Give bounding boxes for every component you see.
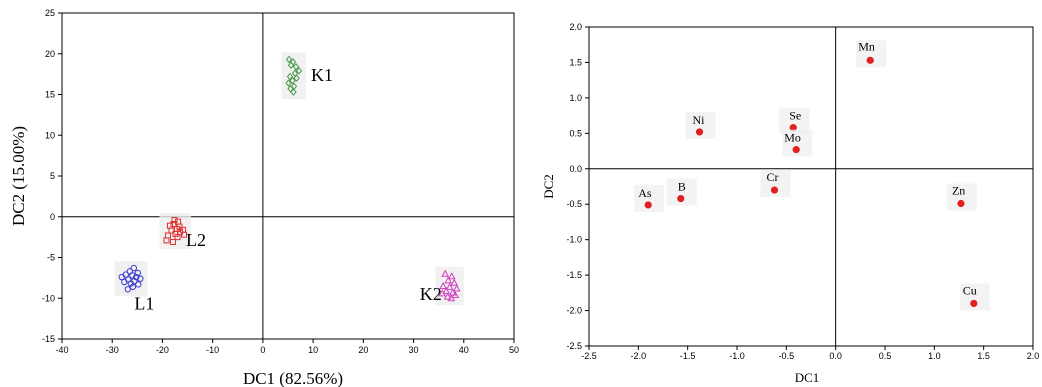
y-tick-label: 25	[45, 8, 55, 18]
x-tick-label: 30	[409, 345, 419, 355]
x-tick-label: 0.5	[879, 351, 892, 361]
discriminant-scores-chart: -40 -30 -20 -10 0 10 20 30 40 50 -15 -10 -5 0 5 10 15 20 2…	[0, 0, 530, 387]
point-marker	[677, 195, 684, 202]
series-k2: K2	[420, 267, 464, 305]
x-tick-label: 1.5	[977, 351, 990, 361]
x-tick-label: -30	[106, 345, 119, 355]
point-shadow	[947, 184, 977, 211]
element-point-b: B	[667, 179, 697, 206]
x-tick-label: 0.0	[829, 351, 842, 361]
point-label: As	[638, 186, 652, 200]
point-marker	[790, 124, 797, 131]
y-tick-label: -2.5	[566, 341, 582, 351]
element-point-cu: Cu	[960, 283, 990, 310]
point-label: Zn	[952, 184, 965, 198]
point-label: Se	[789, 109, 801, 123]
y-tick-label: 15	[45, 90, 55, 100]
y-tick-label: 0.0	[569, 164, 582, 174]
point-marker	[793, 146, 800, 153]
element-point-ni: Ni	[686, 112, 716, 139]
element-point-se: Se	[779, 108, 809, 135]
point-shadow	[779, 108, 809, 135]
point-shadow	[856, 40, 886, 67]
point-marker	[696, 128, 703, 135]
point-marker	[970, 300, 977, 307]
y-tick-label: 1.5	[569, 57, 582, 67]
point-shadow	[960, 283, 990, 310]
series-k1: K1	[282, 52, 334, 99]
point-label: Mo	[784, 131, 801, 145]
y-tick-label: 0.5	[569, 128, 582, 138]
x-tick-label: 40	[459, 345, 469, 355]
x-tick-label: 1.0	[928, 351, 941, 361]
y-tick-label: 2.0	[569, 22, 582, 32]
element-point-mo: Mo	[782, 130, 812, 157]
y-tick-label: -1.0	[566, 235, 582, 245]
series-l2: L2	[159, 213, 206, 250]
x-tick-label: -2.0	[631, 351, 647, 361]
cluster-label: K1	[311, 65, 333, 85]
x-tick-label: -1.5	[680, 351, 696, 361]
point-shadow	[634, 185, 664, 212]
x-tick-label: 2.0	[1027, 351, 1040, 361]
y-tick-label: -2.0	[566, 306, 582, 316]
y-tick-label: 5	[50, 171, 55, 181]
point-marker	[645, 201, 652, 208]
x-axis-label: DC1 (82.56%)	[243, 369, 343, 387]
element-point-zn: Zn	[947, 184, 977, 211]
series-l1: L1	[115, 261, 155, 314]
element-point-as: As	[634, 185, 664, 212]
y-tick-label: 20	[45, 49, 55, 59]
x-tick-label: -2.5	[581, 351, 597, 361]
cluster-label: K2	[420, 284, 442, 304]
x-tick-label: -20	[156, 345, 169, 355]
y-tick-label: -10	[42, 293, 55, 303]
point-label: Cr	[766, 170, 778, 184]
x-tick-label: 0	[260, 345, 265, 355]
x-tick-label: -10	[206, 345, 219, 355]
y-tick-label: -5	[47, 253, 55, 263]
x-tick-label: 10	[308, 345, 318, 355]
point-label: Cu	[963, 283, 977, 297]
y-tick-label: -0.5	[566, 199, 582, 209]
y-axis-label: DC2	[541, 174, 556, 199]
x-tick-label: -1.0	[729, 351, 745, 361]
y-tick-label: 10	[45, 130, 55, 140]
cluster-label: L1	[134, 294, 154, 314]
x-tick-label: 50	[509, 345, 519, 355]
point-label: B	[678, 180, 686, 194]
point-label: Mn	[858, 39, 875, 53]
y-tick-label: -1.5	[566, 270, 582, 280]
point-label: Ni	[693, 113, 706, 127]
element-point-cr: Cr	[760, 170, 790, 197]
element-point-mn: Mn	[856, 39, 886, 67]
cluster-label: L2	[186, 230, 206, 250]
y-axis-label: DC2 (15.00%)	[9, 126, 28, 226]
point-shadow	[686, 112, 716, 139]
point-marker	[771, 186, 778, 193]
point-shadow	[760, 170, 790, 197]
point-marker	[867, 57, 874, 64]
x-tick-label: -0.5	[779, 351, 795, 361]
point-shadow	[667, 179, 697, 206]
point-marker	[957, 200, 964, 207]
plot-frame	[589, 27, 1033, 346]
y-tick-label: 1.0	[569, 93, 582, 103]
x-tick-label: -40	[55, 345, 68, 355]
y-tick-label: -15	[42, 334, 55, 344]
x-axis-label: DC1	[795, 370, 820, 385]
y-tick-label: 0	[50, 212, 55, 222]
x-tick-label: 20	[358, 345, 368, 355]
point-shadow	[782, 130, 812, 157]
